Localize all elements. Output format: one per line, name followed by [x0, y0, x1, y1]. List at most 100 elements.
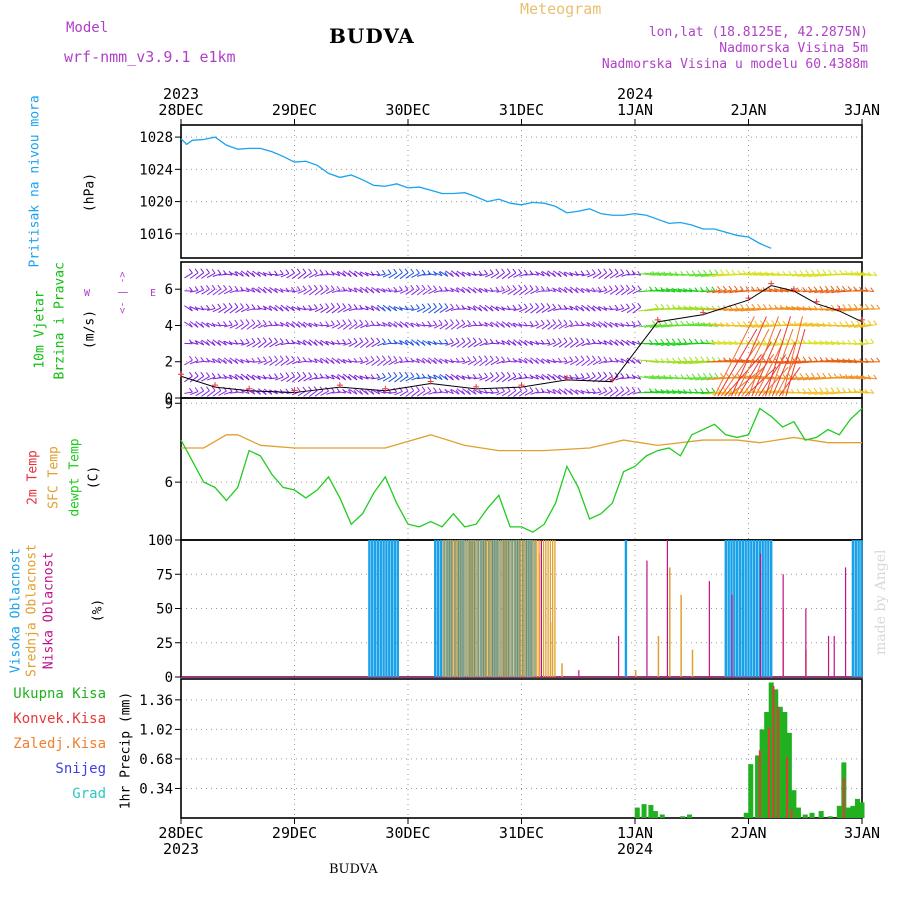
wind-barb — [729, 307, 750, 312]
wind-barb-head — [714, 269, 719, 275]
wind-barb — [853, 272, 872, 277]
wind-barb-head — [240, 303, 244, 308]
wind-barb — [337, 323, 346, 330]
wind-barb — [348, 373, 358, 381]
wind-barb-head — [705, 387, 710, 393]
wind-barb — [229, 391, 238, 394]
wind-barb — [269, 273, 278, 276]
wind-barb-head — [217, 303, 222, 309]
wind-barb-head — [546, 303, 551, 308]
pressure-line — [180, 136, 772, 249]
wind-barb-head — [557, 287, 562, 293]
wind-barb — [354, 323, 363, 330]
wind-barb-head — [234, 359, 239, 364]
wind-barb — [484, 322, 494, 328]
wind-barb-head — [342, 359, 347, 364]
wind-barb — [303, 272, 312, 279]
wind-barb — [706, 391, 721, 395]
wind-barb — [195, 340, 204, 346]
wind-barb — [456, 360, 465, 363]
wind-barb-head — [706, 356, 710, 362]
wind-barb — [382, 322, 392, 328]
wind-barb — [808, 376, 826, 381]
wind-barb — [695, 376, 713, 381]
bottom-time-label: 31DEC — [499, 824, 544, 842]
cloud-low-bar — [805, 608, 807, 677]
wind-barb — [791, 306, 812, 311]
wind-barb — [235, 323, 244, 330]
wind-barb — [695, 323, 713, 327]
wind-barb — [757, 272, 775, 277]
precip-total-bar — [836, 805, 842, 818]
precip-total-bar — [743, 812, 749, 818]
wind-barb-head — [387, 269, 392, 274]
pressure-ytick-label: 1016 — [139, 227, 173, 243]
wind-barb-head — [495, 371, 500, 377]
wind-barb-head — [461, 272, 466, 277]
lonlat-label: lon,lat (18.8125E, 42.2875N) — [648, 25, 868, 40]
cloud-high-bar — [436, 540, 440, 677]
wind-barb-head — [347, 375, 352, 381]
wind-barb — [615, 376, 624, 381]
wind-barb — [206, 376, 216, 381]
wind-barb — [450, 323, 460, 330]
wind-barb-head — [807, 387, 812, 393]
wind-barb — [206, 308, 216, 311]
wind-barb — [445, 307, 454, 313]
wind-barb — [683, 306, 704, 311]
wind-barb-head — [552, 287, 557, 292]
wind-gust-marker — [745, 295, 752, 302]
wind-barb-head — [206, 386, 210, 391]
wind-barb — [598, 306, 607, 311]
wind-barb — [257, 341, 267, 348]
wind-barb — [655, 289, 670, 293]
wind-barb-head — [262, 271, 267, 277]
wind-barb — [621, 358, 630, 364]
wind-barb-head — [427, 340, 432, 346]
wind-barb-head — [433, 387, 437, 392]
wind-barb-head — [569, 337, 574, 342]
wind-barb-head — [813, 356, 818, 362]
wind-barb-head — [677, 338, 682, 343]
wind-barb — [575, 287, 585, 294]
wind-barb — [819, 360, 841, 363]
wind-barb-head — [450, 338, 454, 344]
wind-ytick-label: 2 — [165, 355, 173, 371]
wind-barb — [326, 324, 335, 328]
wind-barb-head — [353, 337, 358, 343]
wind-barb — [303, 376, 312, 382]
wind-barb — [184, 391, 193, 394]
wind-barb-head — [620, 386, 625, 391]
wind-barb — [547, 359, 556, 364]
wind-barb-head — [211, 284, 216, 290]
wind-barb — [621, 273, 630, 277]
wind-label-2: Brzina i Pravac — [52, 262, 68, 380]
wind-barb-head — [654, 339, 659, 344]
wind-barb-head — [285, 306, 290, 312]
wind-barb-head — [557, 389, 562, 395]
precip-total-bar — [755, 755, 761, 818]
cloud-high-bar — [470, 540, 474, 677]
wind-barb — [382, 376, 392, 382]
wind-barb-head — [597, 371, 602, 377]
wind-barb — [456, 270, 466, 277]
wind-barb — [638, 375, 656, 380]
wind-barb-head — [347, 319, 352, 324]
wind-barb — [433, 374, 443, 381]
wind-barb — [184, 321, 193, 328]
wind-barb-head — [359, 272, 364, 277]
wind-barb — [575, 389, 585, 395]
wind-barb-head — [245, 319, 250, 324]
wind-barb — [485, 391, 494, 394]
wind-barb — [609, 321, 619, 328]
wind-barb-head — [484, 321, 488, 327]
wind-barb — [808, 391, 823, 395]
wind-barb-head — [552, 389, 557, 395]
wind-barb — [859, 375, 877, 380]
wind-barb-head — [285, 338, 290, 344]
cloud-high-bar — [747, 540, 750, 677]
wind-barb-head — [313, 268, 318, 274]
cloud-low-bar — [578, 670, 580, 677]
wind-barb-head — [501, 268, 505, 274]
wind-barb-head — [467, 374, 471, 380]
